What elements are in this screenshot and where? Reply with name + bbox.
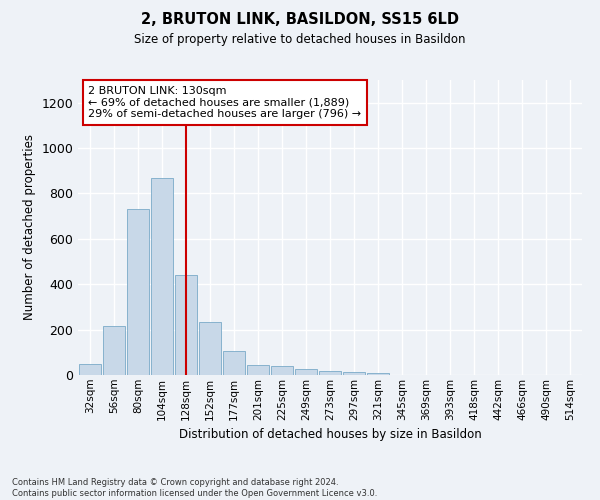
- Bar: [247, 365, 269, 375]
- Bar: [271, 366, 293, 375]
- Text: Contains HM Land Registry data © Crown copyright and database right 2024.
Contai: Contains HM Land Registry data © Crown c…: [12, 478, 377, 498]
- X-axis label: Distribution of detached houses by size in Basildon: Distribution of detached houses by size …: [179, 428, 481, 441]
- Bar: [103, 326, 125, 375]
- Text: 2 BRUTON LINK: 130sqm
← 69% of detached houses are smaller (1,889)
29% of semi-d: 2 BRUTON LINK: 130sqm ← 69% of detached …: [88, 86, 361, 119]
- Bar: [367, 374, 389, 375]
- Bar: [223, 351, 245, 375]
- Text: Size of property relative to detached houses in Basildon: Size of property relative to detached ho…: [134, 32, 466, 46]
- Bar: [199, 322, 221, 375]
- Bar: [319, 371, 341, 375]
- Text: 2, BRUTON LINK, BASILDON, SS15 6LD: 2, BRUTON LINK, BASILDON, SS15 6LD: [141, 12, 459, 28]
- Bar: [343, 372, 365, 375]
- Bar: [295, 369, 317, 375]
- Y-axis label: Number of detached properties: Number of detached properties: [23, 134, 36, 320]
- Bar: [127, 210, 149, 375]
- Bar: [79, 364, 101, 375]
- Bar: [151, 178, 173, 375]
- Bar: [175, 275, 197, 375]
